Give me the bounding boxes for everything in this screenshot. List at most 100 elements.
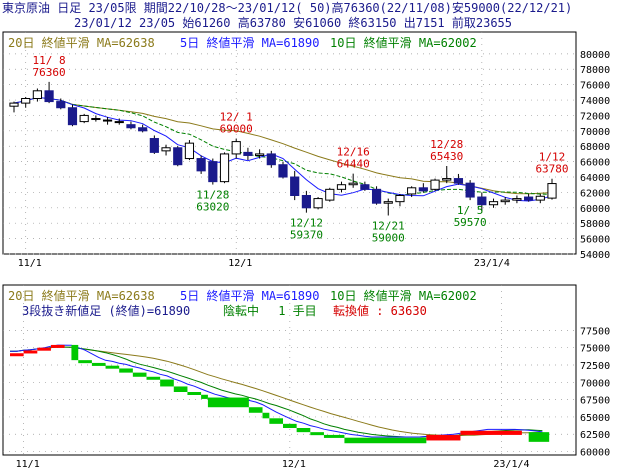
upper-legend-ma5: 5日 終値平滑 MA=61890	[180, 35, 319, 50]
candle-body	[488, 201, 499, 206]
lower-y-axis: 60000 62500 65000 67500 70000 72500 75000 77500	[580, 326, 610, 458]
candle-body	[91, 118, 101, 121]
candle-body	[500, 199, 510, 203]
candle-body	[395, 194, 405, 203]
annotation-price: 76360	[33, 66, 66, 79]
candle-body	[278, 164, 288, 178]
annotation-date: 12/28	[430, 138, 463, 151]
candle-body	[21, 97, 31, 104]
renko-brick	[201, 394, 208, 399]
candle-body	[219, 153, 230, 183]
lower-y-tick-label: 75000	[580, 344, 610, 355]
candle-body	[325, 188, 335, 201]
upper-y-tick-label: 78000	[580, 65, 610, 76]
annotation-date: 1/ 5	[457, 204, 484, 217]
annotation-date: 12/16	[337, 146, 370, 159]
upper-y-tick-label: 74000	[580, 96, 610, 107]
upper-ma10-line	[13, 96, 553, 196]
renko-brick	[78, 360, 92, 364]
annotation-price: 63780	[535, 163, 568, 176]
renko-brick	[91, 362, 106, 366]
annotation-date: 12/12	[290, 217, 323, 230]
candle-body	[184, 142, 195, 160]
renko-brick	[23, 350, 38, 354]
annotation-price: 64440	[337, 158, 370, 171]
upper-y-axis: 54000 56000 58000 60000 62000 64000 66000 68000…	[580, 50, 610, 261]
candle-body	[173, 147, 183, 166]
renko-brick	[146, 376, 161, 380]
upper-y-tick-label: 72000	[580, 111, 610, 122]
candle-body	[348, 182, 358, 186]
renko-brick	[344, 437, 427, 444]
candle-body	[196, 158, 206, 172]
upper-y-tick-label: 60000	[580, 204, 610, 215]
candle-body	[383, 201, 393, 204]
lower-x-tick-label: 23/1/4	[493, 459, 529, 470]
annotation-date: 11/ 8	[33, 54, 66, 67]
renko-brick	[37, 347, 51, 351]
lower-legend-state: 陰転中 1 手目	[223, 303, 317, 318]
candle-body	[9, 102, 19, 107]
lower-y-tick-label: 62500	[580, 430, 610, 441]
renko-brick	[160, 379, 174, 387]
renko-brick	[310, 432, 324, 436]
upper-ma5-line	[13, 96, 553, 202]
candle-body	[161, 147, 171, 152]
upper-y-tick-label: 80000	[580, 50, 610, 61]
candle-body	[102, 119, 113, 122]
lower-y-tick-label: 65000	[580, 413, 610, 424]
annotation-price: 65430	[430, 150, 463, 163]
upper-plot-frame	[2, 31, 577, 255]
annotation-price: 69000	[220, 123, 253, 136]
lower-y-tick-label: 72500	[580, 361, 610, 372]
upper-moving-averages	[13, 96, 553, 202]
upper-candles	[9, 81, 557, 216]
candle-body	[301, 194, 311, 209]
candle-body	[79, 114, 89, 123]
candle-body	[453, 178, 464, 184]
candle-body	[32, 90, 42, 99]
upper-x-axis: 11/1 12/1 23/1/4	[18, 258, 510, 269]
renko-brick	[71, 344, 79, 361]
candle-body	[442, 178, 452, 181]
upper-y-tick-label: 62000	[580, 188, 610, 199]
lower-x-axis: 11/1 12/1 23/1/4	[16, 459, 530, 470]
annotation-price: 63020	[196, 201, 229, 214]
candle-body	[266, 153, 276, 166]
lower-legend-renko: 3段抜き新値足 (終値)=61890	[22, 303, 190, 318]
lower-x-tick-label: 12/1	[282, 459, 306, 470]
renko-brick	[323, 434, 345, 438]
upper-y-tick-label: 56000	[580, 235, 610, 246]
renko-brick	[269, 418, 283, 424]
candle-body	[360, 184, 370, 190]
chart-header-line1: 東京原油 日足 23/05限 期間22/10/28～23/01/12( 50)高…	[2, 1, 573, 15]
renko-brick	[262, 412, 270, 419]
renko-brick	[132, 372, 147, 377]
upper-y-tick-label: 66000	[580, 158, 610, 169]
lower-ma5-line	[10, 344, 543, 438]
candle-body	[407, 187, 417, 195]
upper-x-tick-label: 11/1	[18, 258, 42, 269]
candle-body	[138, 127, 148, 132]
upper-y-tick-label: 54000	[580, 250, 610, 261]
lower-y-tick-label: 77500	[580, 326, 610, 337]
renko-brick	[187, 392, 202, 395]
candle-body	[465, 182, 475, 198]
candle-body	[418, 187, 428, 192]
candle-body	[290, 176, 300, 196]
candle-body	[126, 124, 136, 129]
candle-body	[336, 184, 347, 190]
candle-body	[149, 138, 159, 153]
candle-body	[231, 141, 241, 155]
renko-brick	[528, 432, 550, 442]
renko-brick	[119, 368, 133, 373]
renko-brick	[207, 397, 249, 408]
lower-y-tick-label: 70000	[580, 378, 610, 389]
lower-x-tick-label: 11/1	[16, 459, 40, 470]
candle-body	[535, 195, 545, 201]
upper-y-tick-label: 76000	[580, 81, 610, 92]
upper-grid	[3, 32, 576, 255]
upper-legend-ma10: 10日 終値平滑 MA=62002	[330, 35, 477, 50]
